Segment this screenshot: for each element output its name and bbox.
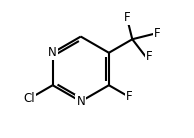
Text: N: N [48,46,57,59]
Text: F: F [154,27,161,40]
Text: Cl: Cl [23,92,35,105]
Text: N: N [76,95,85,108]
Text: F: F [124,11,130,24]
Text: F: F [126,90,132,103]
Text: F: F [146,50,152,63]
